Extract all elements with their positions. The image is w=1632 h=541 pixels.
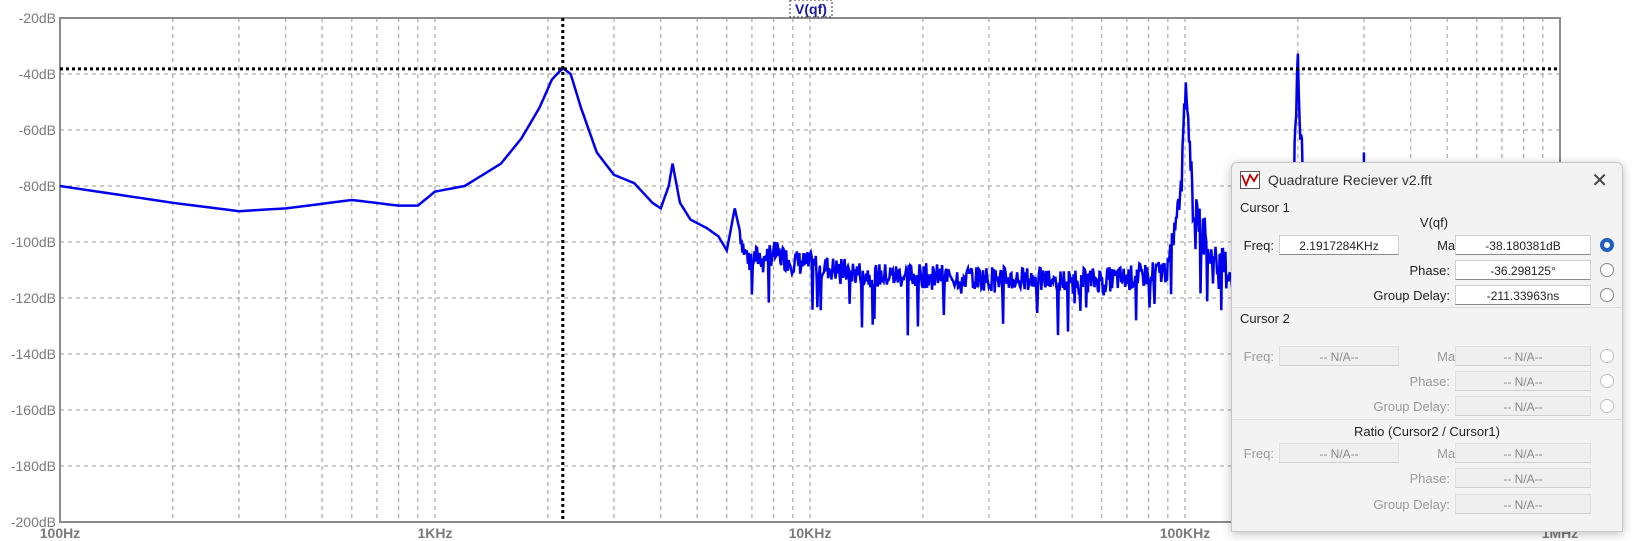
cursor-window-title: Quadrature Reciever v2.fft [1268, 172, 1432, 188]
x-tick-label: 100KHz [1160, 525, 1211, 541]
cursor2-phase-field: -- N/A-- [1455, 371, 1591, 391]
cursor1-group-delay-label: Group Delay: [1373, 288, 1450, 303]
cursor-window-titlebar[interactable]: Quadrature Reciever v2.fft ✕ [1232, 163, 1622, 197]
y-tick-label: -100dB [11, 234, 56, 250]
cursor-window[interactable]: Quadrature Reciever v2.fft ✕ Cursor 1 V(… [1231, 162, 1623, 532]
cursor1-phase-radio[interactable] [1600, 263, 1614, 277]
cursor2-divider [1232, 419, 1622, 420]
ratio-freq-field: -- N/A-- [1279, 443, 1399, 463]
ratio-group-delay-field: -- N/A-- [1455, 494, 1591, 514]
cursor2-section-label: Cursor 2 [1240, 311, 1290, 326]
close-icon[interactable]: ✕ [1591, 170, 1608, 192]
cursor1-section-label: Cursor 1 [1240, 200, 1290, 215]
cursor2-phase-label: Phase: [1409, 374, 1450, 389]
cursor1-divider [1232, 307, 1622, 308]
x-axis-ticks: 100Hz 1KHz 10KHz 100KHz 1MHz [40, 525, 1579, 541]
cursor1-mag-radio[interactable] [1600, 238, 1614, 252]
cursor1-mag-field[interactable]: -38.180381dB [1455, 235, 1591, 255]
cursor2-group-delay-label: Group Delay: [1373, 399, 1450, 414]
cursor2-freq-label: Freq: [1243, 349, 1274, 364]
y-tick-label: -140dB [11, 346, 56, 362]
cursor2-mag-field: -- N/A-- [1455, 346, 1591, 366]
cursor1-group-delay-radio[interactable] [1600, 288, 1614, 302]
ratio-group-delay-label: Group Delay: [1373, 497, 1450, 512]
cursor2-mag-radio [1600, 349, 1614, 363]
y-tick-label: -40dB [19, 66, 56, 82]
cursor2-freq-field: -- N/A-- [1279, 346, 1399, 366]
ratio-phase-label: Phase: [1409, 471, 1450, 486]
ltspice-icon [1240, 171, 1260, 189]
cursor1-crosshair[interactable] [60, 18, 1560, 522]
cursor2-phase-radio [1600, 374, 1614, 388]
x-tick-label: 100Hz [40, 525, 80, 541]
ratio-mag-field: -- N/A-- [1455, 443, 1591, 463]
x-tick-label: 10KHz [789, 525, 832, 541]
y-tick-label: -160dB [11, 402, 56, 418]
y-tick-label: -20dB [19, 10, 56, 26]
cursor1-phase-field[interactable]: -36.298125° [1455, 260, 1591, 280]
cursor1-trace-name: V(qf) [1419, 215, 1449, 230]
y-axis-ticks: -20dB -40dB -60dB -80dB -100dB -120dB -140dB -1… [11, 10, 56, 530]
cursor1-group-delay-field[interactable]: -211.33963ns [1455, 285, 1591, 305]
trace-title-focus-box [789, 0, 833, 18]
y-tick-label: -120dB [11, 290, 56, 306]
trace-title[interactable]: V(qf) [795, 1, 827, 17]
ratio-section-label: Ratio (Cursor2 / Cursor1) [1354, 424, 1500, 439]
ratio-freq-label: Freq: [1243, 446, 1274, 461]
y-tick-label: -180dB [11, 458, 56, 474]
ratio-phase-field: -- N/A-- [1455, 468, 1591, 488]
cursor1-freq-label: Freq: [1243, 238, 1274, 253]
y-tick-label: -200dB [11, 514, 56, 530]
cursor2-group-delay-radio [1600, 399, 1614, 413]
cursor2-group-delay-field: -- N/A-- [1455, 396, 1591, 416]
cursor1-freq-field[interactable]: 2.1917284KHz [1279, 235, 1399, 255]
y-tick-label: -80dB [19, 178, 56, 194]
x-tick-label: 1KHz [417, 525, 452, 541]
y-tick-label: -60dB [19, 122, 56, 138]
cursor1-phase-label: Phase: [1409, 263, 1450, 278]
